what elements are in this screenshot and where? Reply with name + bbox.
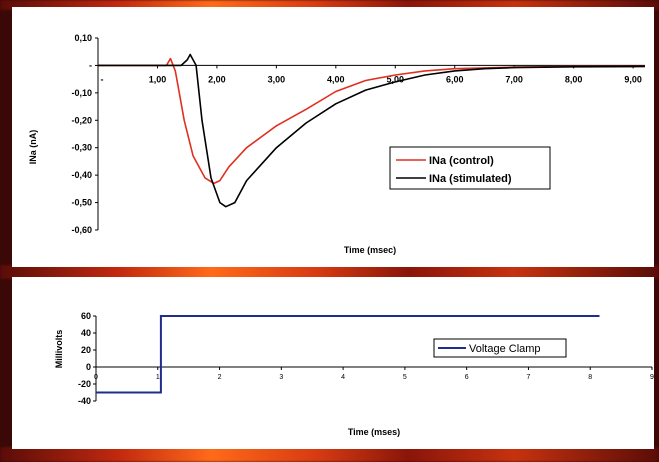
- voltage-chart-panel: 60 40 20 0 -20 -40 0 1 2 3 4 5 6 7 8 9 Millivolts Time …: [12, 277, 654, 449]
- x-tick-label: 6: [465, 374, 469, 381]
- y-tick-label: -0,20: [71, 115, 92, 125]
- series-line-stimulated: [98, 53, 646, 208]
- x-tick-label: 2: [218, 374, 222, 381]
- y-tick-label: -40: [78, 396, 91, 406]
- legend: Voltage Clamp: [433, 338, 567, 358]
- legend-box: [433, 338, 567, 358]
- y-tick-label: -0,50: [71, 198, 92, 208]
- x-tick-label: 1: [156, 374, 160, 381]
- y-tick-label: -0,30: [71, 143, 92, 153]
- y-axis-label: INa (nA): [28, 130, 38, 165]
- current-chart: 0,10--0,10-0,20-0,30-0,40-0,50-0,60- 1,00…: [28, 33, 646, 255]
- x-tick-label: 4: [341, 374, 345, 381]
- x-tick-label: 7: [526, 374, 530, 381]
- x-tick-label: 3,00: [268, 74, 286, 84]
- y-tick-label: 40: [81, 328, 91, 338]
- legend-box: [389, 146, 551, 190]
- x-tick-label: 4,00: [327, 74, 345, 84]
- x-tick-label: 6,00: [446, 74, 464, 84]
- series-line-control: [98, 57, 646, 185]
- x-tick-label: 8: [588, 374, 592, 381]
- legend-label-voltage: Voltage Clamp: [469, 343, 541, 355]
- y-tick-label: -: [89, 60, 92, 70]
- x-tick-label: 7,00: [505, 74, 523, 84]
- x-axis-label: Time (msec): [344, 245, 396, 255]
- x-tick-label: 8,00: [565, 74, 583, 84]
- x-axis-label: Time (mses): [348, 427, 400, 437]
- x-origin-label: -: [101, 74, 104, 84]
- x-tick-label: 5: [403, 374, 407, 381]
- legend-label-control: INa (control): [429, 155, 494, 167]
- y-tick-label: -0,60: [71, 225, 92, 235]
- y-axis-label: Millivolts: [54, 330, 64, 369]
- x-tick-label: 3: [279, 374, 283, 381]
- background-streak-top: [0, 0, 659, 10]
- background-streak-bottom: [0, 447, 659, 462]
- x-tick-label: 2,00: [208, 74, 226, 84]
- legend: INa (control) INa (stimulated): [389, 146, 551, 190]
- x-tick-label: 9,00: [624, 74, 642, 84]
- y-tick-label: -0,40: [71, 170, 92, 180]
- current-chart-panel: 0,10- -0,10 -0,20 -0,30 -0,40 -0,50 -0,60-1,00…: [12, 7, 654, 267]
- y-tick-label: 20: [81, 345, 91, 355]
- y-tick-label: -20: [78, 379, 91, 389]
- x-origin-label: 0: [94, 374, 98, 381]
- x-tick-label: 9: [650, 374, 654, 381]
- y-tick-label: 60: [81, 311, 91, 321]
- background-streak-middle: [0, 265, 659, 279]
- y-tick-label: 0: [86, 362, 91, 372]
- y-tick-label: 0,10: [74, 33, 92, 43]
- x-tick-label: 5,00: [387, 74, 405, 84]
- legend-label-stimulated: INa (stimulated): [429, 173, 512, 185]
- y-tick-label: -0,10: [71, 88, 92, 98]
- series-line-voltage-clamp: [96, 315, 600, 394]
- x-tick-label: 1,00: [149, 74, 167, 84]
